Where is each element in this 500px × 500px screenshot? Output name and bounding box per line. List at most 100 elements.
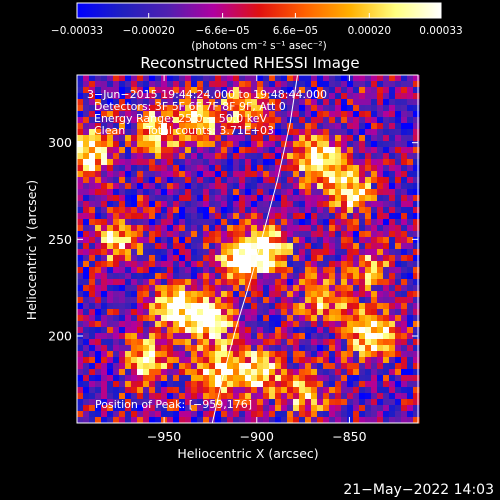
heatmap-cell xyxy=(125,141,132,148)
heatmap-cell xyxy=(263,321,270,328)
heatmap-cell xyxy=(167,165,174,172)
heatmap-cell xyxy=(305,237,312,244)
heatmap-cell xyxy=(203,339,210,346)
heatmap-cell xyxy=(257,111,264,118)
heatmap-cell xyxy=(395,387,402,394)
heatmap-cell xyxy=(113,399,120,406)
heatmap-cell xyxy=(113,351,120,358)
heatmap-cell xyxy=(95,189,102,196)
heatmap-cell xyxy=(335,207,342,214)
annotation-detectors: Detectors: 3F 5F 6F 7F 8F 9F, Att 0 xyxy=(94,100,286,113)
heatmap-cell xyxy=(293,105,300,112)
heatmap-cell xyxy=(389,345,396,352)
heatmap-cell xyxy=(353,375,360,382)
heatmap-cell xyxy=(293,303,300,310)
heatmap-cell xyxy=(251,243,258,250)
heatmap-cell xyxy=(377,393,384,400)
heatmap-cell xyxy=(101,333,108,340)
heatmap-cell xyxy=(341,357,348,364)
heatmap-cell xyxy=(371,201,378,208)
heatmap-cell xyxy=(383,165,390,172)
heatmap-cell xyxy=(329,393,336,400)
heatmap-cell xyxy=(371,117,378,124)
heatmap-cell xyxy=(83,273,90,280)
heatmap-cell xyxy=(125,207,132,214)
heatmap-cell xyxy=(215,375,222,382)
heatmap-cell xyxy=(365,285,372,292)
heatmap-cell xyxy=(347,381,354,388)
heatmap-cell xyxy=(335,237,342,244)
heatmap-cell xyxy=(137,387,144,394)
heatmap-cell xyxy=(269,351,276,358)
heatmap-cell xyxy=(83,321,90,328)
heatmap-cell xyxy=(227,255,234,262)
heatmap-cell xyxy=(293,111,300,118)
heatmap-cell xyxy=(137,123,144,130)
heatmap-cell xyxy=(161,255,168,262)
heatmap-cell xyxy=(383,381,390,388)
heatmap-cell xyxy=(413,123,420,130)
heatmap-cell xyxy=(209,387,216,394)
heatmap-cell xyxy=(389,135,396,142)
heatmap-cell xyxy=(167,357,174,364)
heatmap-cell xyxy=(83,393,90,400)
heatmap-cell xyxy=(77,117,84,124)
heatmap-cell xyxy=(95,393,102,400)
heatmap-cell xyxy=(317,177,324,184)
heatmap-cell xyxy=(365,165,372,172)
heatmap-cell xyxy=(335,261,342,268)
heatmap-cell xyxy=(353,81,360,88)
heatmap-cell xyxy=(299,123,306,130)
heatmap-cell xyxy=(275,165,282,172)
heatmap-cell xyxy=(257,165,264,172)
heatmap-cell xyxy=(203,327,210,334)
heatmap-cell xyxy=(251,393,258,400)
heatmap-cell xyxy=(89,219,96,226)
heatmap-cell xyxy=(185,351,192,358)
heatmap-cell xyxy=(389,387,396,394)
heatmap-cell xyxy=(197,363,204,370)
heatmap-cell xyxy=(233,363,240,370)
heatmap-cell xyxy=(335,87,342,94)
heatmap-cell xyxy=(407,261,414,268)
heatmap-cell xyxy=(329,381,336,388)
heatmap-cell xyxy=(143,177,150,184)
heatmap-cell xyxy=(341,135,348,142)
heatmap-cell xyxy=(77,243,84,250)
heatmap-cell xyxy=(233,381,240,388)
heatmap-cell xyxy=(167,81,174,88)
heatmap-cell xyxy=(77,405,84,412)
x-axis-label: Heliocentric X (arcsec) xyxy=(177,446,318,461)
heatmap-cell xyxy=(215,267,222,274)
heatmap-cell xyxy=(251,405,258,412)
heatmap-cell xyxy=(245,135,252,142)
heatmap-cell xyxy=(179,87,186,94)
heatmap-cell xyxy=(95,369,102,376)
heatmap-cell xyxy=(407,231,414,238)
heatmap-cell xyxy=(137,381,144,388)
heatmap-cell xyxy=(251,237,258,244)
heatmap-cell xyxy=(179,189,186,196)
heatmap-cell xyxy=(317,225,324,232)
heatmap-cell xyxy=(95,213,102,220)
heatmap-cell xyxy=(317,255,324,262)
heatmap-cell xyxy=(347,183,354,190)
heatmap-cell xyxy=(227,291,234,298)
heatmap-cell xyxy=(239,105,246,112)
heatmap-cell xyxy=(413,105,420,112)
heatmap-cell xyxy=(173,237,180,244)
heatmap-cell xyxy=(203,177,210,184)
heatmap-cell xyxy=(173,339,180,346)
heatmap-cell xyxy=(161,111,168,118)
heatmap-cell xyxy=(359,267,366,274)
heatmap-cell xyxy=(359,189,366,196)
heatmap-cell xyxy=(179,111,186,118)
heatmap-cell xyxy=(185,405,192,412)
heatmap-cell xyxy=(197,405,204,412)
heatmap-cell xyxy=(149,387,156,394)
heatmap-cell xyxy=(155,333,162,340)
heatmap-cell xyxy=(281,243,288,250)
heatmap-cell xyxy=(299,81,306,88)
heatmap-cell xyxy=(287,111,294,118)
heatmap-cell xyxy=(143,309,150,316)
